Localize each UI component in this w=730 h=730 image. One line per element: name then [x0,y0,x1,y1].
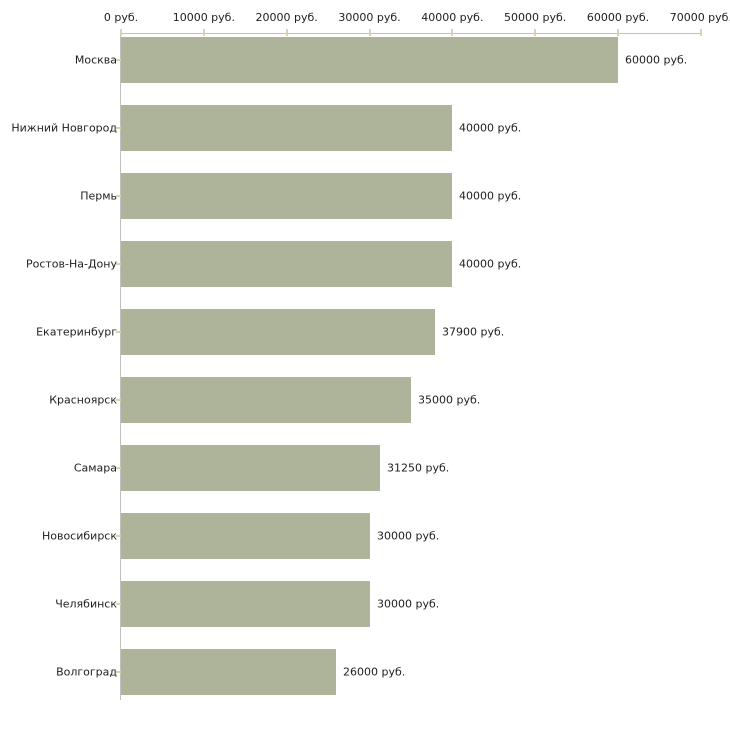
category-label: Волгоград [56,665,117,679]
x-tick-mark [120,29,122,36]
category-label: Пермь [80,189,117,203]
value-label: 60000 руб. [625,53,688,67]
x-axis-line [121,33,702,34]
category-label: Москва [74,53,117,67]
x-tick-mark [617,29,619,36]
y-tick-mark [116,399,121,401]
y-tick-mark [116,263,121,265]
bar [121,445,380,491]
x-tick-label: 60000 руб. [586,11,650,24]
value-label: 30000 руб. [377,597,440,611]
x-tick-label: 0 руб. [103,11,139,24]
x-tick-label: 50000 руб. [504,11,567,24]
bar [121,649,336,695]
x-tick-mark [369,29,371,36]
x-tick-label: 70000 руб. [669,11,730,24]
x-tick-mark [203,29,205,36]
y-tick-mark [116,127,121,129]
category-label: Новосибирск [41,529,117,543]
bar [121,241,452,287]
value-label: 35000 руб. [418,393,481,407]
category-label: Челябинск [55,597,117,611]
x-tick-label: 40000 руб. [421,11,484,24]
category-label: Екатеринбург [36,325,117,339]
x-tick-mark [534,29,536,36]
value-label: 40000 руб. [459,121,522,135]
y-tick-mark [116,671,121,673]
x-tick-label: 10000 руб. [172,11,235,24]
bar [121,37,618,83]
value-label: 30000 руб. [377,529,440,543]
value-label: 40000 руб. [459,189,522,203]
bar [121,581,370,627]
x-tick-label: 30000 руб. [338,11,401,24]
value-label: 40000 руб. [459,257,522,271]
category-label: Самара [73,461,117,475]
y-tick-mark [116,331,121,333]
x-tick-label: 20000 руб. [255,11,318,24]
y-tick-mark [116,195,121,197]
x-tick-mark [286,29,288,36]
category-label: Нижний Новгород [11,121,117,135]
x-tick-mark [700,29,702,36]
x-tick-mark [451,29,453,36]
bar [121,105,452,151]
value-label: 31250 руб. [387,461,450,475]
category-label: Ростов-На-Дону [25,257,117,271]
value-label: 26000 руб. [343,665,406,679]
category-label: Красноярск [49,393,117,407]
y-tick-mark [116,535,121,537]
y-tick-mark [116,467,121,469]
y-axis-line [120,33,121,700]
bar [121,377,411,423]
bar [121,513,370,559]
y-tick-mark [116,603,121,605]
bar [121,309,435,355]
y-tick-mark [116,59,121,61]
value-label: 37900 руб. [442,325,505,339]
bar [121,173,452,219]
